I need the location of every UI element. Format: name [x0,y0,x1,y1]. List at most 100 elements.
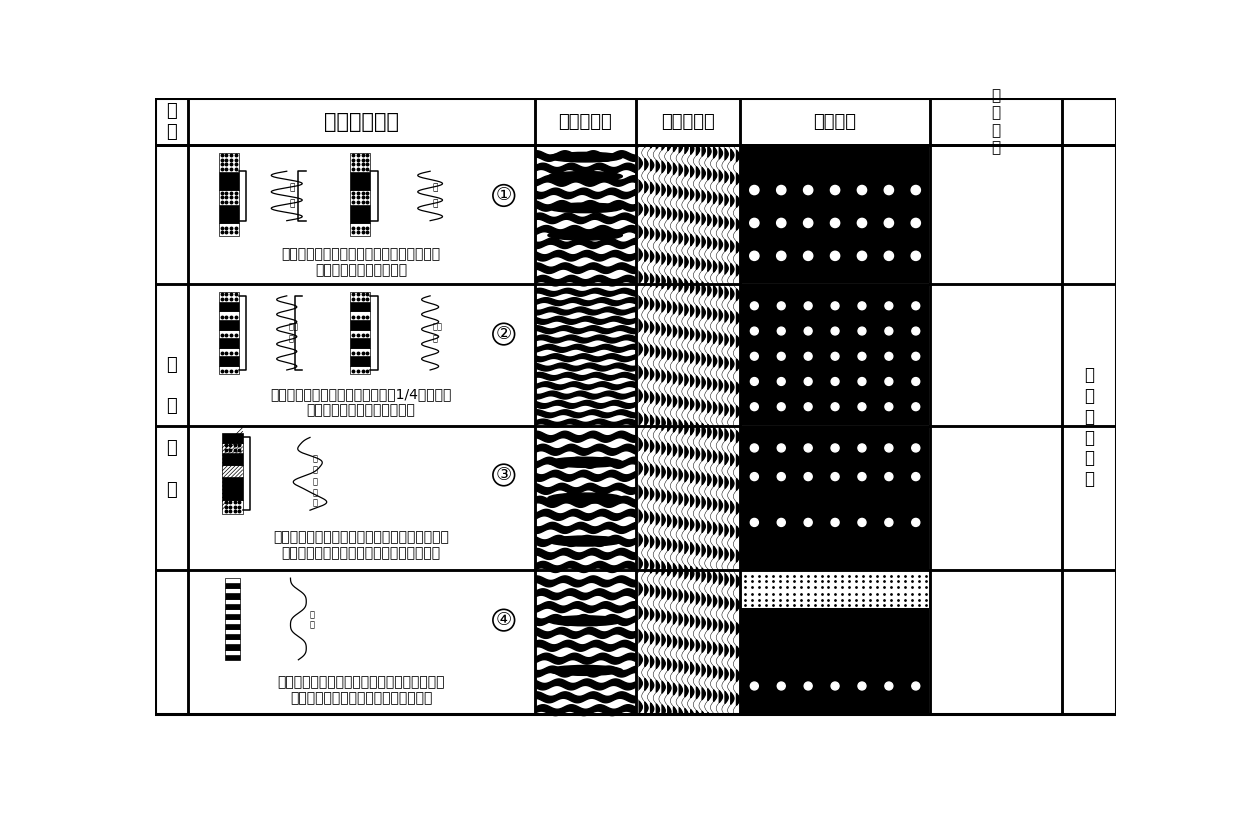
Text: 沉
积
环
境: 沉 积 环 境 [991,88,1001,155]
Bar [742,299,929,313]
Bar [742,455,929,470]
Bar [224,654,241,660]
Bar [351,302,371,312]
Circle shape [831,473,839,480]
Bar [351,153,371,172]
Circle shape [750,473,759,480]
Bar [222,433,243,443]
Text: 红: 红 [312,499,317,508]
Bar [742,441,929,455]
Circle shape [858,327,866,335]
Circle shape [777,403,785,410]
Circle shape [885,403,893,410]
Ellipse shape [548,203,622,212]
Text: 检: 检 [312,466,317,475]
Circle shape [777,352,785,360]
Bar [742,338,929,349]
Bar [222,465,243,477]
Circle shape [884,186,894,195]
Bar [222,453,243,465]
Bar [224,589,241,593]
Bar [742,608,929,679]
Circle shape [750,378,759,385]
Bar [218,291,238,302]
Circle shape [911,302,920,310]
Circle shape [857,218,867,228]
Bar [218,190,238,205]
Circle shape [885,352,893,360]
Bar [536,571,635,713]
Circle shape [858,519,866,527]
Bar [742,285,929,299]
Bar [536,147,635,283]
Circle shape [911,403,920,410]
Circle shape [777,682,785,690]
Text: 灰: 灰 [310,620,315,630]
Bar [224,614,241,619]
Circle shape [911,519,920,527]
Bar [224,639,241,645]
Bar [636,427,739,570]
Circle shape [885,302,893,310]
Circle shape [776,218,786,228]
Bar [742,388,929,400]
Bar [155,98,1116,146]
Circle shape [777,444,785,452]
Ellipse shape [548,230,622,240]
Text: 下

中

新

统: 下 中 新 统 [166,356,176,499]
Circle shape [750,519,759,527]
Ellipse shape [548,536,622,546]
Bar [218,312,238,320]
Circle shape [885,327,893,335]
Bar [224,584,241,589]
Text: 地
层: 地 层 [166,102,176,141]
Text: 红: 红 [433,184,438,193]
Bar [742,693,929,713]
Circle shape [858,378,866,385]
Circle shape [911,352,920,360]
Bar [742,470,929,484]
Circle shape [858,302,866,310]
Bar [742,215,929,231]
Ellipse shape [548,493,622,503]
Text: 波形曲线特征: 波形曲线特征 [324,112,398,132]
Bar [536,427,635,570]
Circle shape [911,444,920,452]
Circle shape [831,327,839,335]
Circle shape [831,444,839,452]
Bar [742,427,929,441]
Text: 变密度剖面: 变密度剖面 [558,112,613,130]
Circle shape [885,378,893,385]
Bar [218,172,238,190]
Bar [742,182,929,199]
Text: ③: ③ [496,466,512,484]
Bar [742,247,929,264]
Circle shape [777,327,785,335]
Text: 黑: 黑 [433,199,438,208]
Text: 稀: 稀 [310,610,315,619]
Bar [351,190,371,205]
Circle shape [804,218,812,228]
Bar [351,205,371,223]
Text: 黑: 黑 [289,184,294,193]
Circle shape [831,403,839,410]
Bar [218,348,238,356]
Text: 地震反射波幅为互层泥岩和岩性渐变的干涉结
果，不代表真正的岩性特征和阻抗界面: 地震反射波幅为互层泥岩和岩性渐变的干涉结 果，不代表真正的岩性特征和阻抗界面 [278,676,445,706]
Bar [351,320,371,330]
Circle shape [804,444,812,452]
Circle shape [776,186,786,195]
Circle shape [911,378,920,385]
Circle shape [750,352,759,360]
Bar [224,593,241,598]
Circle shape [831,252,839,260]
Circle shape [831,186,839,195]
Bar [218,302,238,312]
Circle shape [911,186,920,195]
Bar [742,199,929,215]
Circle shape [831,519,839,527]
Circle shape [884,218,894,228]
Bar [222,477,243,500]
Circle shape [750,327,759,335]
Circle shape [911,252,920,260]
Text: 浅
海
－
半
深
海: 浅 海 － 半 深 海 [1084,366,1094,488]
